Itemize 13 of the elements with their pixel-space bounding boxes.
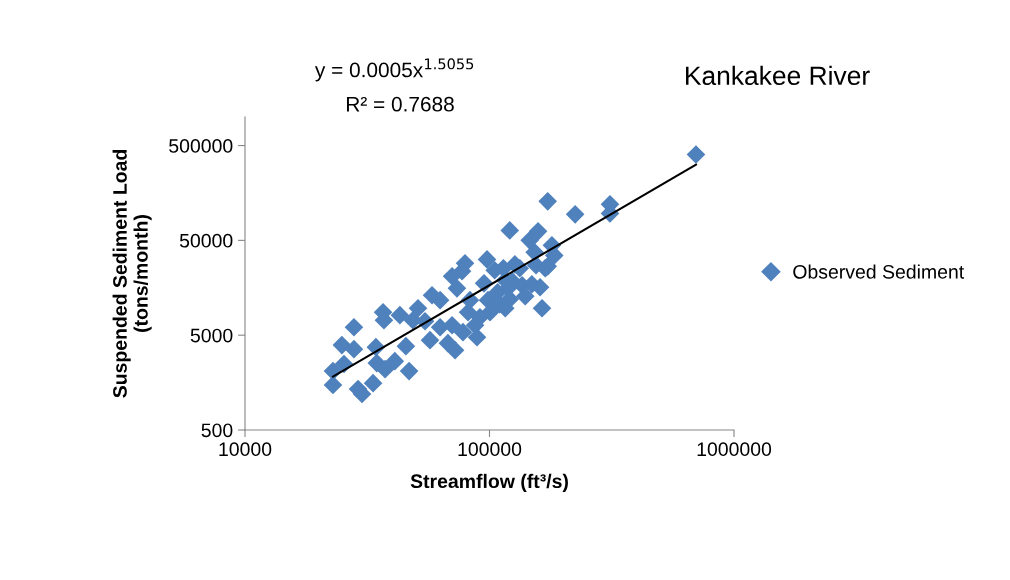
y-tick-label: 500 <box>201 423 233 438</box>
text: y = 0.0005x$^{1.5055}$ <box>314 58 474 82</box>
y-tick-label: 50000 <box>179 233 233 248</box>
x-tick-label: 10000 <box>219 442 272 457</box>
y-tick-label: 500000 <box>169 139 233 153</box>
x-axis-title: Streamflow (ft³/s) <box>410 473 568 492</box>
legend-label: Observed Sediment <box>793 264 965 279</box>
x-tick-label: 100000 <box>458 442 522 457</box>
chart-title: Kankakee River <box>686 65 870 86</box>
text: R² = 0.7688 <box>346 96 454 112</box>
y-tick-label: 5000 <box>190 328 233 343</box>
y-axis-title: Suspended Sediment Load (tons/month) <box>112 149 152 398</box>
x-tick-label: 1000000 <box>697 442 772 457</box>
